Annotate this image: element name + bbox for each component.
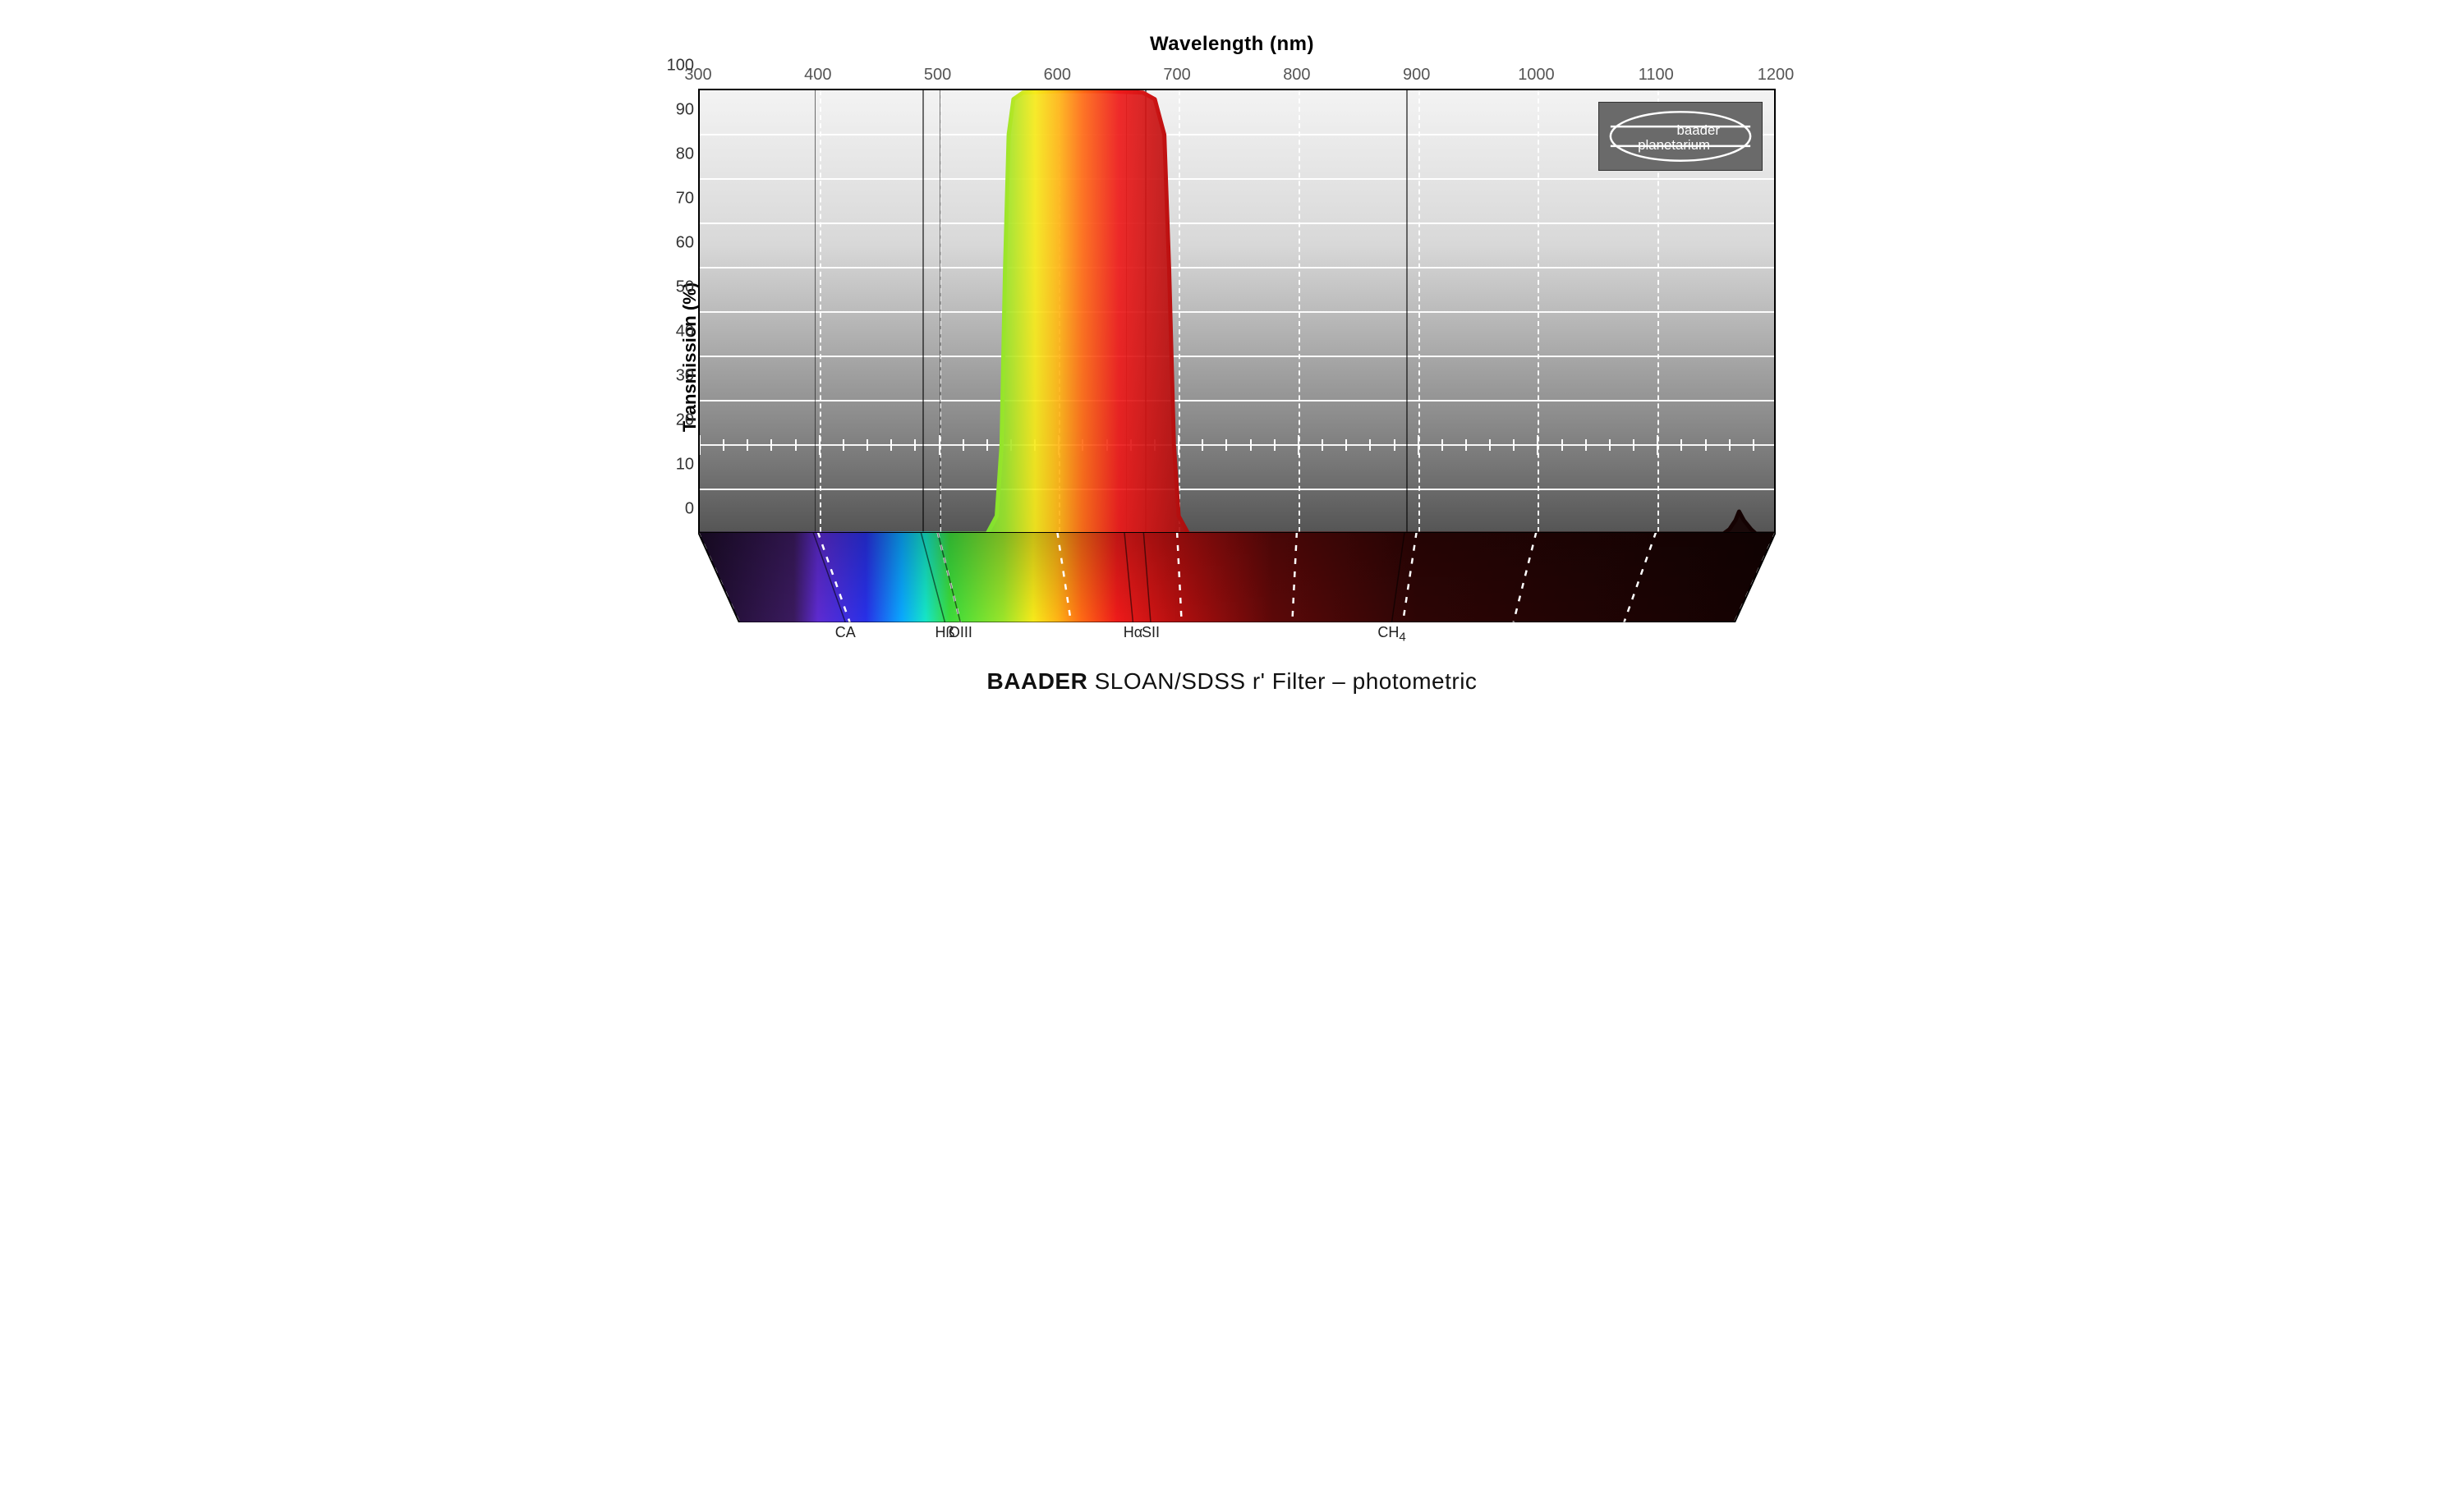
chart-container: Wavelength (nm) Transmission (%) 3004005… <box>624 33 1840 695</box>
plot-area: baader planetarium <box>698 89 1776 532</box>
y-tick-label: 60 <box>653 234 694 253</box>
x-tick-label: 900 <box>1403 66 1430 85</box>
x-tick-label: 1200 <box>1758 66 1795 85</box>
y-tick-label: 10 <box>653 456 694 475</box>
y-tick-label: 30 <box>653 367 694 386</box>
x-tick-label: 800 <box>1283 66 1310 85</box>
x-tick-label: 1100 <box>1639 66 1674 85</box>
caption-bold: BAADER <box>987 668 1088 694</box>
x-axis-title: Wavelength (nm) <box>624 33 1840 56</box>
y-tick-label: 0 <box>653 500 694 519</box>
x-tick-label: 700 <box>1163 66 1190 85</box>
y-tick-label: 20 <box>653 411 694 430</box>
y-tick-label: 40 <box>653 323 694 342</box>
chart-caption: BAADER SLOAN/SDSS r' Filter – photometri… <box>624 668 1840 695</box>
y-tick-label: 100 <box>653 57 694 76</box>
logo-line1: baader <box>1677 122 1721 138</box>
x-tick-label: 500 <box>924 66 951 85</box>
spectral-line-label: CA <box>835 624 856 641</box>
x-tick-row: 300400500600700800900100011001200 <box>698 66 1776 89</box>
spectral-line-label: Hα <box>1124 624 1142 641</box>
y-tick-label: 90 <box>653 101 694 120</box>
y-tick-label: 80 <box>653 145 694 164</box>
spectral-line-label: SII <box>1142 624 1160 641</box>
y-tick-label: 50 <box>653 278 694 297</box>
spectral-line-label: CH4 <box>1377 624 1405 645</box>
spectral-line-label: OIII <box>949 624 972 641</box>
x-tick-label: 600 <box>1044 66 1071 85</box>
floor-svg <box>698 532 1776 622</box>
chart-area: Transmission (%) 30040050060070080090010… <box>698 66 1840 649</box>
logo-line2: planetarium <box>1638 137 1710 153</box>
spectrum-floor <box>698 532 1776 622</box>
y-tick-label: 70 <box>653 190 694 209</box>
spectral-line-labels: CAHßOIIIHαSIICH4 <box>698 624 1776 649</box>
x-tick-label: 1000 <box>1518 66 1555 85</box>
y-tick-column: 0102030405060708090100 <box>653 66 694 509</box>
x-tick-label: 400 <box>804 66 831 85</box>
brand-logo: baader planetarium <box>1598 102 1763 171</box>
caption-rest: SLOAN/SDSS r' Filter – photometric <box>1087 668 1477 694</box>
